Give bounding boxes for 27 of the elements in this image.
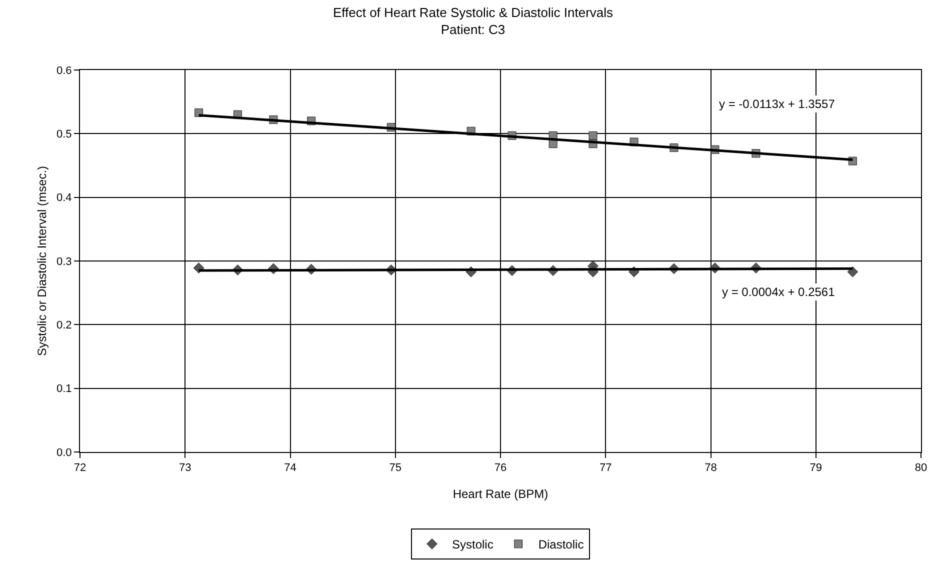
legend-label: Systolic xyxy=(452,538,494,552)
y-tick-label: 0.0 xyxy=(56,446,72,459)
point xyxy=(588,131,598,140)
y-tick-label: 0.4 xyxy=(56,192,72,204)
point xyxy=(847,266,858,278)
x-tick-label: 80 xyxy=(914,462,928,474)
chart-subtitle: Patient: C3 xyxy=(440,22,506,38)
x-axis-title: Heart Rate (BPM) xyxy=(452,487,548,501)
y-tick-label: 0.6 xyxy=(56,64,72,77)
y-axis-title: Systolic or Diastolic Interval (msec.) xyxy=(35,166,49,356)
point xyxy=(548,140,558,148)
y-tick-label: 0.1 xyxy=(56,383,72,396)
annotation: y = -0.0113x + 1.3557 xyxy=(719,97,836,111)
y-tick-label: 0.5 xyxy=(56,128,72,141)
x-tick-label: 76 xyxy=(494,462,507,474)
x-tick-label: 74 xyxy=(284,462,296,474)
x-tick-label: 72 xyxy=(74,462,86,474)
legend-label: Diastolic xyxy=(538,538,584,552)
y-tick-label: 0.3 xyxy=(56,256,72,268)
x-tick-label: 78 xyxy=(704,462,717,474)
x-tick-label: 75 xyxy=(389,462,402,474)
x-tick-label: 79 xyxy=(810,462,822,474)
x-tick-label: 77 xyxy=(600,462,612,474)
x-tick-label: 73 xyxy=(179,462,192,474)
y-tick-label: 0.2 xyxy=(56,320,72,332)
chart-title: Effect of Heart Rate Systolic & Diastolic Intervals xyxy=(332,5,614,20)
annotation: y = 0.0004x + 0.2561 xyxy=(722,285,836,299)
